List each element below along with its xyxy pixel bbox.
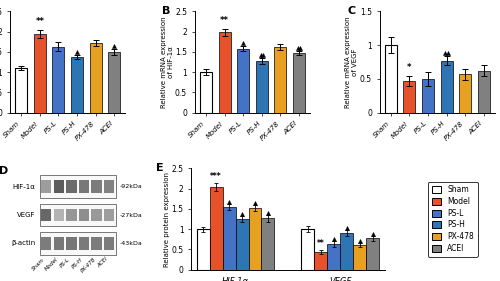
Bar bbox=[15, 68, 28, 113]
Text: -92kDa: -92kDa bbox=[120, 184, 142, 189]
Bar bbox=[262, 218, 274, 270]
Text: VEGF: VEGF bbox=[329, 277, 351, 281]
Text: *: * bbox=[407, 63, 412, 72]
Text: **: ** bbox=[36, 17, 44, 26]
Text: HIF-1α: HIF-1α bbox=[222, 277, 249, 281]
Bar bbox=[354, 245, 366, 270]
Bar bbox=[34, 34, 46, 113]
Bar bbox=[256, 61, 268, 113]
Bar bbox=[218, 32, 230, 113]
Bar bbox=[66, 237, 76, 250]
Bar bbox=[222, 207, 235, 270]
Bar bbox=[41, 237, 51, 250]
Bar bbox=[90, 43, 102, 113]
Bar bbox=[196, 229, 209, 270]
Text: **: ** bbox=[317, 239, 325, 248]
Bar bbox=[293, 53, 305, 113]
Text: D: D bbox=[0, 166, 8, 176]
Bar bbox=[104, 237, 115, 250]
Bar bbox=[54, 237, 64, 250]
Bar bbox=[459, 74, 471, 113]
Bar bbox=[237, 49, 249, 113]
Bar bbox=[41, 209, 51, 221]
Legend: Sham, Model, PS-L, PS-H, PX-478, ACEI: Sham, Model, PS-L, PS-H, PX-478, ACEI bbox=[428, 182, 478, 257]
Bar bbox=[248, 208, 262, 270]
Bar bbox=[200, 72, 212, 113]
Bar bbox=[92, 237, 102, 250]
Text: E: E bbox=[156, 163, 164, 173]
Bar bbox=[66, 180, 76, 193]
Bar bbox=[302, 229, 314, 270]
Text: PS-L: PS-L bbox=[60, 257, 72, 269]
Text: ACEI: ACEI bbox=[96, 257, 110, 269]
Bar bbox=[385, 45, 397, 113]
Bar bbox=[40, 232, 116, 255]
Bar bbox=[104, 180, 115, 193]
Bar bbox=[54, 180, 64, 193]
Text: -43kDa: -43kDa bbox=[120, 241, 142, 246]
Text: VEGF: VEGF bbox=[17, 212, 36, 218]
Bar bbox=[79, 237, 89, 250]
Bar bbox=[79, 209, 89, 221]
Bar bbox=[478, 71, 490, 113]
Y-axis label: Relative mRNA expression
of VEGF: Relative mRNA expression of VEGF bbox=[346, 16, 358, 108]
Text: ***: *** bbox=[210, 172, 222, 181]
Bar bbox=[314, 252, 328, 270]
Text: C: C bbox=[347, 6, 356, 16]
Bar bbox=[79, 180, 89, 193]
Bar bbox=[440, 61, 452, 113]
Bar bbox=[366, 238, 380, 270]
Bar bbox=[328, 244, 340, 270]
Text: β-actin: β-actin bbox=[12, 241, 36, 246]
Bar bbox=[422, 79, 434, 113]
Text: **: ** bbox=[220, 16, 229, 25]
Bar bbox=[40, 204, 116, 226]
Bar bbox=[52, 47, 64, 113]
Y-axis label: Relative mRNA expression
of HIF-1α: Relative mRNA expression of HIF-1α bbox=[160, 16, 173, 108]
Bar bbox=[274, 47, 286, 113]
Text: -27kDa: -27kDa bbox=[120, 212, 142, 217]
Y-axis label: Relative protein expression: Relative protein expression bbox=[164, 172, 170, 267]
Bar bbox=[210, 187, 222, 270]
Bar bbox=[54, 209, 64, 221]
Bar bbox=[236, 219, 248, 270]
Text: PX-478: PX-478 bbox=[80, 257, 96, 274]
Text: B: B bbox=[162, 6, 171, 16]
Bar bbox=[71, 57, 83, 113]
Bar bbox=[340, 233, 353, 270]
Bar bbox=[66, 209, 76, 221]
Bar bbox=[92, 180, 102, 193]
Bar bbox=[104, 209, 115, 221]
Bar bbox=[41, 180, 51, 193]
Text: PS-H: PS-H bbox=[72, 257, 84, 269]
Bar bbox=[92, 209, 102, 221]
Bar bbox=[108, 52, 120, 113]
Text: Sham: Sham bbox=[32, 257, 46, 271]
Text: HIF-1α: HIF-1α bbox=[13, 183, 36, 190]
Bar bbox=[40, 175, 116, 198]
Text: Model: Model bbox=[44, 257, 59, 272]
Bar bbox=[404, 81, 415, 113]
